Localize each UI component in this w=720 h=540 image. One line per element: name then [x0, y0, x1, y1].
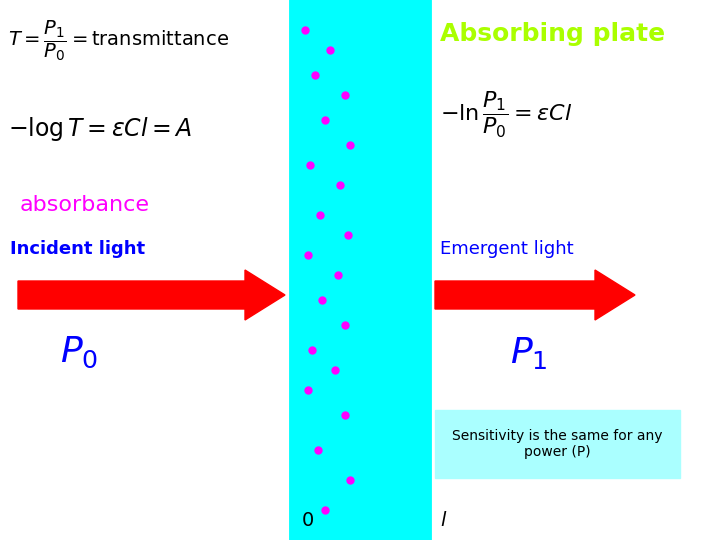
Bar [435, 410, 680, 478]
Text: Incident light: Incident light [10, 240, 145, 258]
Text: Sensitivity is the same for any
power (P): Sensitivity is the same for any power (P… [452, 429, 662, 459]
Bar [290, 0, 430, 540]
Text: 0: 0 [302, 511, 314, 530]
Text: $P_1$: $P_1$ [510, 335, 547, 371]
Text: Absorbing plate: Absorbing plate [440, 22, 665, 46]
Text: $-\log T=\varepsilon Cl=A$: $-\log T=\varepsilon Cl=A$ [8, 115, 192, 143]
Text: $T=\dfrac{P_1}{P_0}=\mathrm{transmittance}$: $T=\dfrac{P_1}{P_0}=\mathrm{transmittanc… [8, 18, 229, 63]
FancyArrow shape [18, 270, 285, 320]
Text: $P_0$: $P_0$ [60, 335, 98, 370]
FancyArrow shape [435, 270, 635, 320]
Text: absorbance: absorbance [20, 195, 150, 215]
Text: Emergent light: Emergent light [440, 240, 574, 258]
Text: $-\ln\dfrac{P_1}{P_0}=\varepsilon Cl$: $-\ln\dfrac{P_1}{P_0}=\varepsilon Cl$ [440, 90, 572, 140]
Text: $l$: $l$ [440, 511, 447, 530]
